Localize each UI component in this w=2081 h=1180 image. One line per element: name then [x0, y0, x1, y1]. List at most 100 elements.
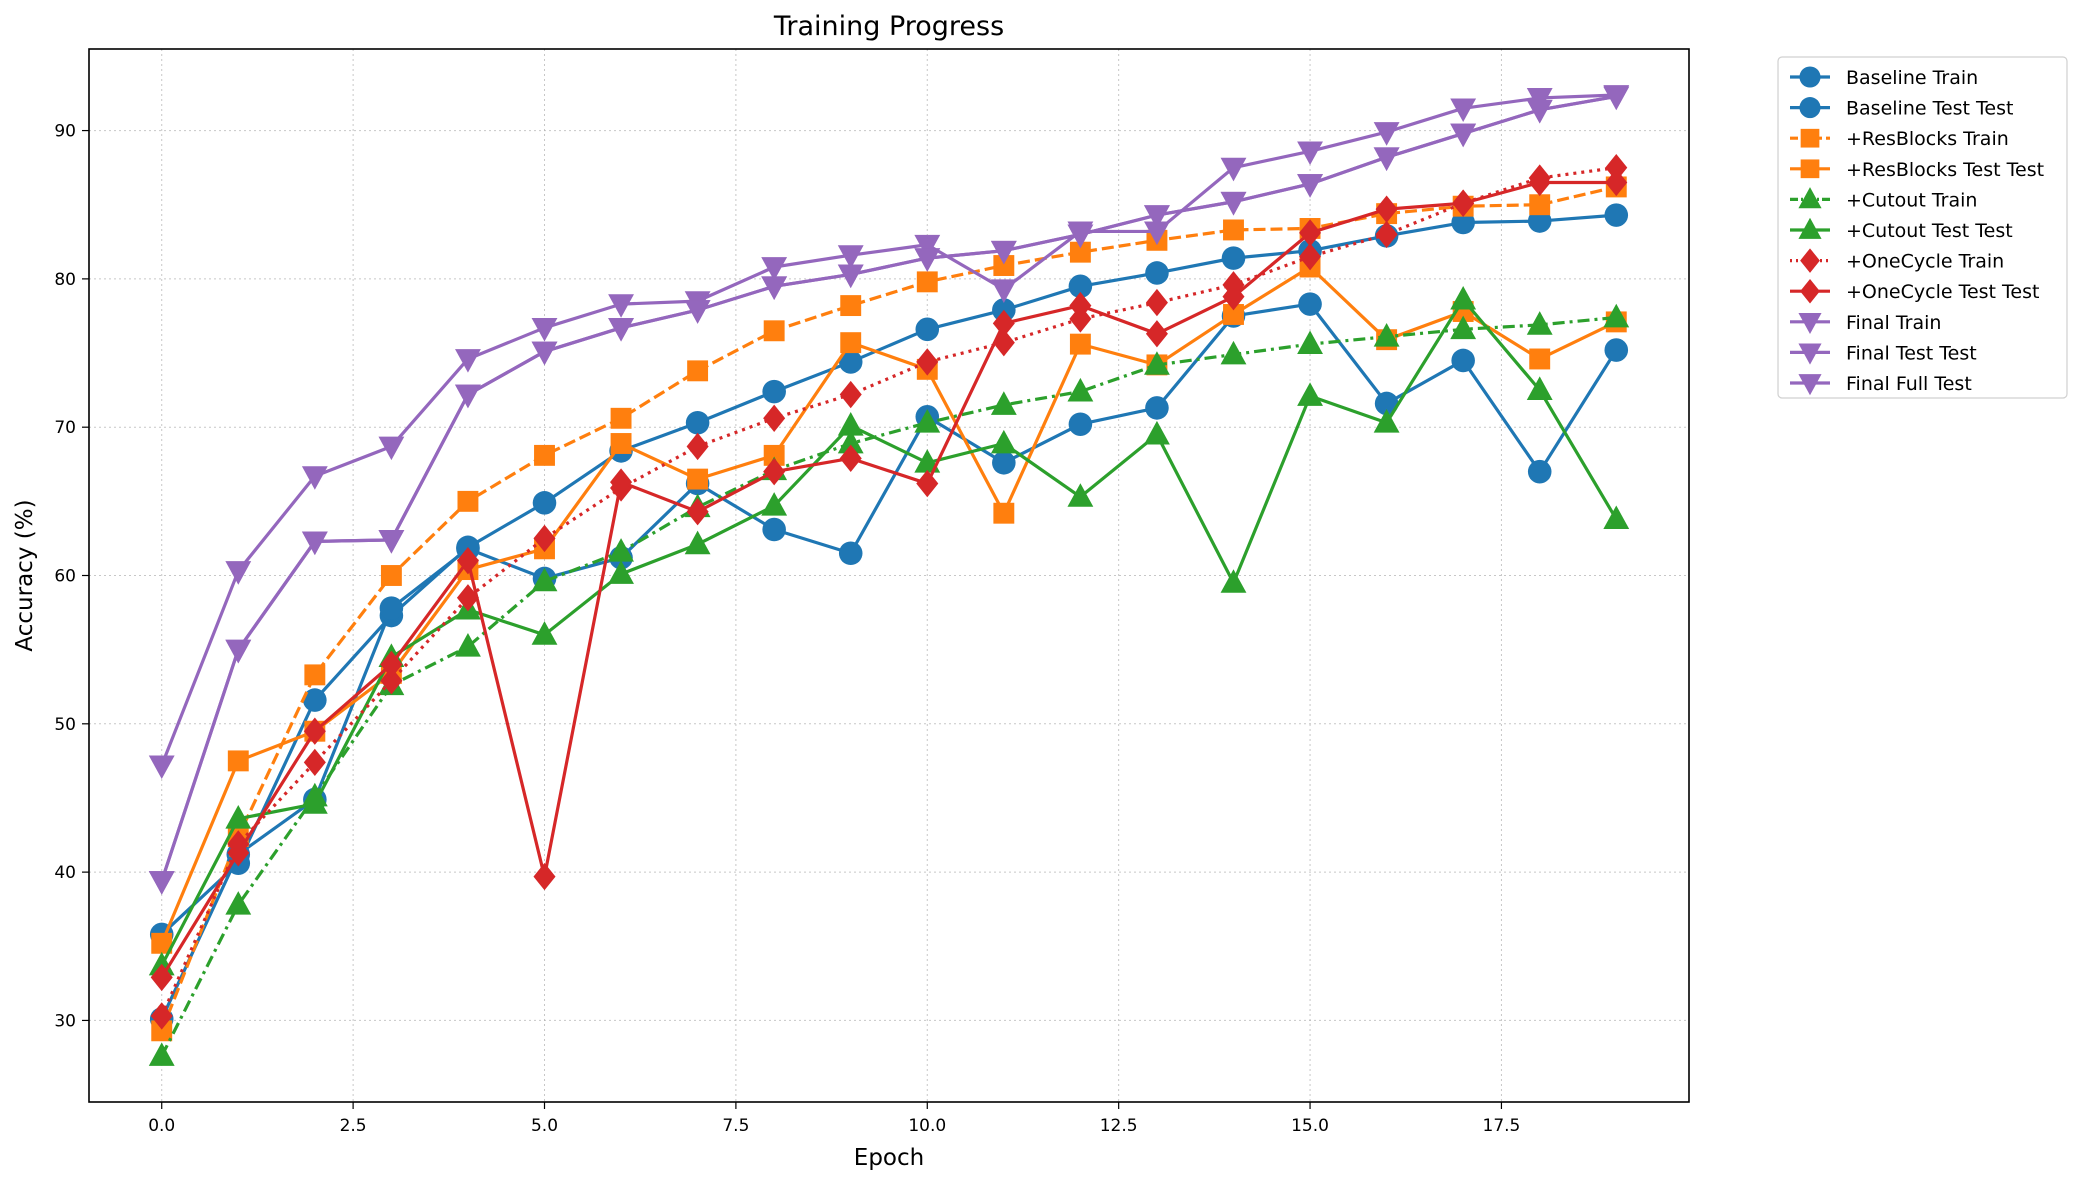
series-4 — [151, 256, 1627, 954]
data-point — [225, 891, 252, 915]
data-point — [915, 317, 940, 342]
data-point — [1373, 122, 1400, 146]
data-point — [378, 436, 405, 461]
data-point — [456, 584, 479, 612]
data-point — [1605, 153, 1628, 182]
data-point — [1145, 288, 1168, 317]
legend-label: +ResBlocks Test Test — [1846, 159, 2044, 181]
data-point — [534, 444, 555, 466]
series-2 — [149, 292, 1629, 1031]
data-point — [1144, 420, 1170, 445]
data-point — [455, 384, 481, 409]
data-point — [225, 639, 252, 664]
data-point — [457, 490, 479, 512]
data-point — [1299, 242, 1322, 271]
data-point — [1145, 261, 1169, 285]
data-point — [837, 412, 864, 436]
data-point — [379, 596, 404, 620]
data-point — [301, 790, 328, 814]
data-point — [914, 409, 941, 433]
data-point — [990, 240, 1017, 265]
data-point — [1450, 98, 1477, 123]
x-tick-label: 17.5 — [1483, 1116, 1521, 1136]
data-point — [687, 360, 709, 382]
data-point — [151, 1020, 173, 1042]
legend-label: Final Train — [1846, 312, 1941, 334]
data-point — [914, 248, 941, 272]
data-point — [1451, 348, 1475, 373]
legend-label: Baseline Test Test — [1846, 98, 2013, 120]
data-point — [531, 567, 558, 592]
y-tick-label: 30 — [54, 1011, 76, 1031]
x-tick-label: 10.0 — [908, 1116, 946, 1136]
data-point — [608, 560, 634, 584]
legend-marker — [1798, 343, 1822, 365]
data-point — [684, 300, 711, 324]
series-layer — [148, 85, 1630, 1066]
grid — [89, 49, 1689, 1102]
y-tick-label: 40 — [54, 863, 76, 883]
data-point — [992, 309, 1015, 338]
data-point — [227, 839, 250, 867]
series-line — [160, 185, 1617, 1032]
y-tick-label: 90 — [54, 122, 76, 142]
data-point — [608, 317, 634, 342]
data-point — [838, 541, 863, 566]
legend-label: Final Full Test — [1846, 373, 1972, 395]
data-point — [531, 341, 558, 366]
data-point — [990, 429, 1017, 454]
legend-box — [1777, 56, 2068, 399]
data-point — [840, 332, 862, 354]
data-point — [1068, 274, 1093, 299]
data-point — [608, 294, 634, 318]
data-point — [837, 264, 864, 289]
data-point — [1069, 241, 1091, 263]
data-point — [610, 433, 632, 454]
data-point — [533, 524, 556, 553]
data-point — [1375, 220, 1398, 249]
legend-item: Baseline Train — [1790, 66, 1978, 89]
data-point — [993, 502, 1015, 524]
series-line — [160, 213, 1617, 936]
data-point — [1526, 311, 1553, 335]
data-point — [1067, 224, 1094, 249]
series-line — [160, 265, 1617, 944]
data-point — [303, 717, 326, 745]
data-point — [531, 621, 558, 645]
data-point — [990, 279, 1017, 303]
legend-item: +OneCycle Test Test — [1790, 278, 2039, 304]
data-point — [608, 538, 634, 562]
series-7 — [150, 153, 1628, 1030]
y-tick-label: 80 — [54, 270, 76, 290]
legend-item: Final Train — [1790, 312, 1941, 335]
data-point — [150, 963, 173, 992]
x-tick-label: 5.0 — [531, 1116, 558, 1136]
data-point — [1528, 168, 1551, 197]
data-point — [455, 349, 481, 373]
legend-label: Baseline Train — [1846, 67, 1978, 89]
series-line — [160, 94, 1617, 882]
data-point — [610, 468, 633, 496]
data-point — [1527, 459, 1552, 484]
legend-item: +OneCycle Train — [1790, 248, 2004, 273]
data-point — [1373, 409, 1400, 433]
data-point — [1067, 483, 1094, 507]
data-point — [531, 317, 558, 342]
data-point — [686, 432, 709, 461]
data-point — [1299, 219, 1322, 247]
data-point — [303, 748, 326, 777]
x-tick-label: 0.0 — [148, 1116, 175, 1136]
data-point — [685, 410, 710, 435]
data-point — [763, 320, 785, 342]
data-point — [993, 255, 1015, 276]
data-point — [840, 295, 862, 317]
data-point — [1450, 285, 1477, 310]
legend-marker — [1800, 128, 1820, 148]
legend-item: +Cutout Train — [1790, 187, 1977, 211]
legend-marker — [1800, 248, 1820, 273]
data-point — [148, 755, 175, 780]
legend-item: +ResBlocks Test Test — [1790, 159, 2044, 181]
data-point — [1297, 330, 1323, 355]
data-point — [148, 1042, 175, 1066]
legend-marker — [1798, 217, 1822, 239]
